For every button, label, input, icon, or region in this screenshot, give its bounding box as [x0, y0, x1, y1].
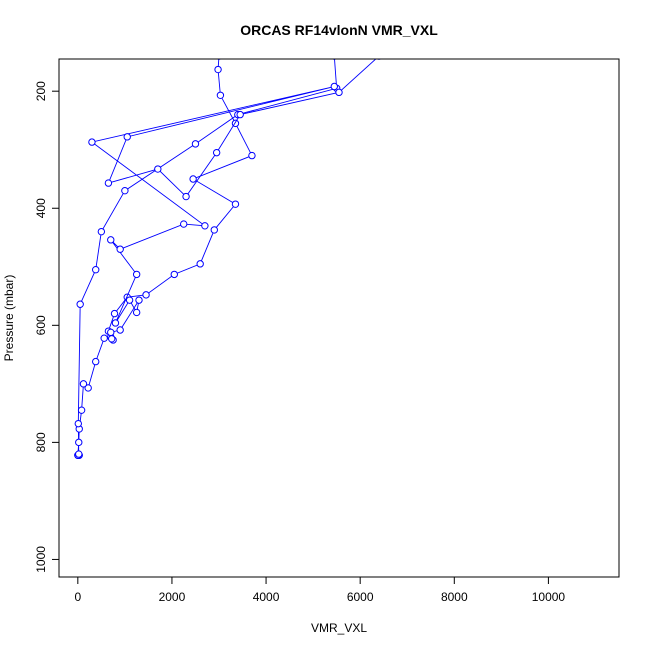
- data-point: [92, 357, 100, 366]
- x-tick-label: 0: [74, 590, 81, 604]
- data-point: [75, 450, 83, 458]
- series-line: [90, 59, 377, 333]
- data-point: [212, 148, 221, 157]
- data-point: [135, 296, 143, 304]
- y-tick-label: 1000: [34, 546, 48, 573]
- series-line: [77, 59, 338, 456]
- data-point: [132, 270, 141, 279]
- data-point: [248, 151, 256, 160]
- data-point: [79, 380, 88, 388]
- data-point: [100, 334, 108, 342]
- data-point: [84, 384, 92, 392]
- data-point: [154, 165, 162, 173]
- data-point: [92, 266, 100, 274]
- data-point: [111, 319, 120, 327]
- data-point: [88, 138, 96, 146]
- y-tick-label: 600: [34, 315, 48, 335]
- data-point: [170, 270, 178, 279]
- data-point: [108, 335, 116, 343]
- data-point: [125, 296, 134, 304]
- data-point: [191, 140, 200, 148]
- x-tick-label: 6000: [347, 590, 374, 604]
- data-point: [142, 291, 150, 299]
- data-point: [236, 110, 244, 119]
- y-tick-label: 200: [34, 81, 48, 101]
- data-point: [116, 245, 124, 253]
- data-point: [110, 309, 119, 318]
- y-tick-label: 800: [34, 432, 48, 452]
- data-point: [216, 59, 222, 60]
- data-point: [376, 59, 382, 60]
- data-point: [107, 236, 115, 244]
- data-point: [196, 260, 204, 268]
- x-tick-label: 2000: [159, 590, 186, 604]
- data-point: [330, 82, 338, 91]
- data-point: [189, 175, 197, 183]
- plot-area: [74, 59, 382, 459]
- data-point: [123, 133, 131, 141]
- data-point: [231, 200, 240, 208]
- data-point: [74, 419, 82, 428]
- data-point: [107, 328, 115, 337]
- plot-frame: [58, 58, 620, 578]
- data-point: [210, 226, 218, 234]
- x-tick-label: 4000: [253, 590, 280, 604]
- data-point: [77, 406, 86, 414]
- data-point: [97, 227, 106, 236]
- data-point: [121, 186, 129, 195]
- data-point: [104, 179, 113, 187]
- data-point: [332, 59, 337, 60]
- data-point: [182, 192, 190, 201]
- data-point: [75, 438, 83, 447]
- series-1: [74, 59, 341, 459]
- x-tick-label: 8000: [441, 590, 468, 604]
- y-tick-label: 400: [34, 198, 48, 218]
- x-axis-label: VMR_VXL: [311, 621, 367, 635]
- chart-title: ORCAS RF14vlonN VMR_VXL: [240, 22, 438, 38]
- data-point: [216, 91, 225, 99]
- data-point: [132, 308, 141, 317]
- data-point: [76, 300, 84, 308]
- data-point: [335, 88, 343, 97]
- x-axis: 0 2000 4000 6000 8000 10000: [74, 576, 566, 604]
- x-tick-label: 10000: [532, 590, 566, 604]
- data-point: [201, 222, 209, 230]
- y-axis: 200 400 600 800 1000: [34, 81, 60, 573]
- data-point: [116, 326, 124, 334]
- series-2: [88, 59, 382, 337]
- y-axis-label: Pressure (mbar): [2, 275, 16, 362]
- data-point: [180, 220, 188, 228]
- data-point: [214, 65, 222, 74]
